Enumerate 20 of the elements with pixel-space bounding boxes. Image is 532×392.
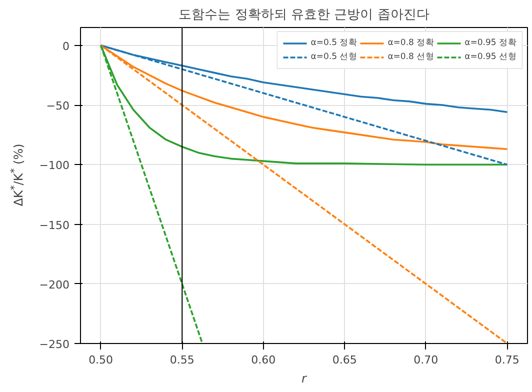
y-tick-label: 0 <box>62 40 70 53</box>
x-tick-label: 0.55 <box>170 354 194 366</box>
legend-label: α=0.95 선형 <box>464 51 517 63</box>
chart-title: 도함수는 정확하되 유효한 근방이 좁아진다 <box>178 8 430 22</box>
x-tick-label: 0.70 <box>414 354 438 366</box>
legend-label: α=0.8 선형 <box>388 51 435 63</box>
x-tick-label: 0.50 <box>88 354 114 366</box>
y-tick-label: −150 <box>39 218 70 232</box>
y-tick-label: −200 <box>39 278 70 292</box>
legend-label: α=0.5 정확 <box>310 37 358 49</box>
x-axis-title: r <box>302 372 308 386</box>
legend-label: α=0.95 정확 <box>464 37 517 49</box>
x-tick-label: 0.65 <box>332 354 357 366</box>
legend-label: α=0.8 정확 <box>388 37 435 49</box>
x-tick-label: 0.60 <box>251 354 276 366</box>
legend-label: α=0.5 선형 <box>310 51 358 63</box>
y-tick-label: −100 <box>39 159 70 172</box>
x-tick-label: 0.75 <box>494 354 520 366</box>
y-tick-label: −50 <box>46 100 70 113</box>
y-tick-label: −250 <box>39 338 70 351</box>
